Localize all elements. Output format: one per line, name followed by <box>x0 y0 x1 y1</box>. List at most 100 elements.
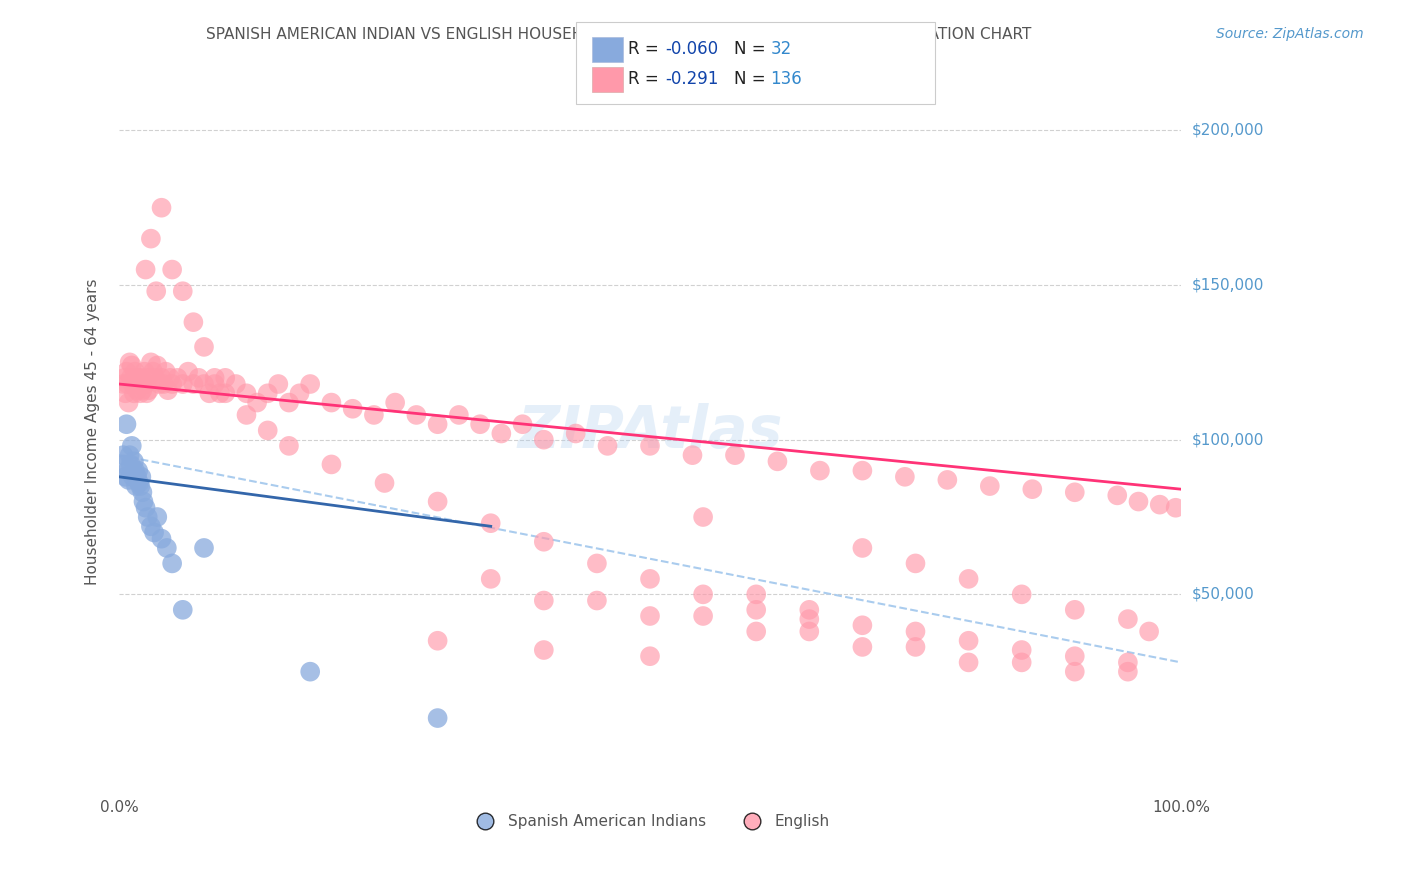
Point <box>156 383 179 397</box>
Point <box>160 377 183 392</box>
Point <box>299 665 322 679</box>
Point <box>766 454 789 468</box>
Point <box>127 470 149 484</box>
Point <box>426 633 449 648</box>
Point <box>235 386 257 401</box>
Point <box>479 572 502 586</box>
Point <box>1116 665 1139 679</box>
Point <box>112 371 135 385</box>
Point <box>1011 643 1033 657</box>
Point <box>131 485 153 500</box>
Point <box>129 386 152 401</box>
Point <box>596 439 619 453</box>
Point <box>533 433 555 447</box>
Point <box>134 365 156 379</box>
Point <box>135 386 157 401</box>
Point <box>135 500 157 515</box>
Point <box>135 262 157 277</box>
Point <box>172 377 194 392</box>
Point <box>724 448 747 462</box>
Point <box>120 371 142 385</box>
Point <box>121 439 143 453</box>
Point <box>533 643 555 657</box>
Point <box>426 711 449 725</box>
Point <box>246 395 269 409</box>
Point <box>142 365 165 379</box>
Point <box>121 359 143 373</box>
Point <box>177 365 200 379</box>
Point <box>146 359 169 373</box>
Point <box>118 448 141 462</box>
Text: -0.291: -0.291 <box>665 70 718 88</box>
Text: $150,000: $150,000 <box>1192 277 1264 293</box>
Point <box>139 519 162 533</box>
Point <box>112 377 135 392</box>
Text: N =: N = <box>734 70 770 88</box>
Point <box>124 464 146 478</box>
Point <box>160 557 183 571</box>
Point <box>321 395 343 409</box>
Point <box>125 479 148 493</box>
Point <box>208 386 231 401</box>
Point <box>127 371 149 385</box>
Text: Source: ZipAtlas.com: Source: ZipAtlas.com <box>1216 27 1364 41</box>
Point <box>936 473 959 487</box>
Text: $100,000: $100,000 <box>1192 433 1264 447</box>
Point <box>183 377 205 392</box>
Point <box>1107 488 1129 502</box>
Point <box>1116 656 1139 670</box>
Point <box>131 383 153 397</box>
Text: $50,000: $50,000 <box>1192 587 1254 602</box>
Point <box>468 417 491 432</box>
Point <box>1164 500 1187 515</box>
Point <box>121 470 143 484</box>
Point <box>278 439 301 453</box>
Point <box>121 377 143 392</box>
Point <box>193 377 215 392</box>
Point <box>124 365 146 379</box>
Text: -0.060: -0.060 <box>665 40 718 58</box>
Text: ZIPAtlas: ZIPAtlas <box>517 403 783 460</box>
Point <box>586 593 609 607</box>
Point <box>131 371 153 385</box>
Point <box>1011 656 1033 670</box>
Point <box>193 541 215 555</box>
Point <box>267 377 290 392</box>
Point <box>172 603 194 617</box>
Point <box>118 355 141 369</box>
Point <box>957 633 980 648</box>
Point <box>115 417 138 432</box>
Point <box>152 377 174 392</box>
Point <box>120 458 142 472</box>
Point <box>256 386 278 401</box>
Text: 32: 32 <box>770 40 792 58</box>
Point <box>115 365 138 379</box>
Point <box>143 525 166 540</box>
Point <box>150 371 173 385</box>
Point <box>225 377 247 392</box>
Point <box>288 386 311 401</box>
Point <box>156 541 179 555</box>
Point <box>127 464 149 478</box>
Point <box>373 475 395 490</box>
Point <box>851 618 873 632</box>
Point <box>1149 498 1171 512</box>
Point <box>692 609 714 624</box>
Point <box>187 371 209 385</box>
Point <box>512 417 534 432</box>
Point <box>799 612 821 626</box>
Point <box>143 371 166 385</box>
Point <box>150 532 173 546</box>
Point <box>166 371 188 385</box>
Point <box>426 417 449 432</box>
Point <box>1137 624 1160 639</box>
Point <box>256 424 278 438</box>
Point <box>193 340 215 354</box>
Point <box>342 401 364 416</box>
Point <box>117 473 139 487</box>
Point <box>135 377 157 392</box>
Point <box>122 386 145 401</box>
Point <box>363 408 385 422</box>
Point <box>198 386 221 401</box>
Point <box>957 572 980 586</box>
